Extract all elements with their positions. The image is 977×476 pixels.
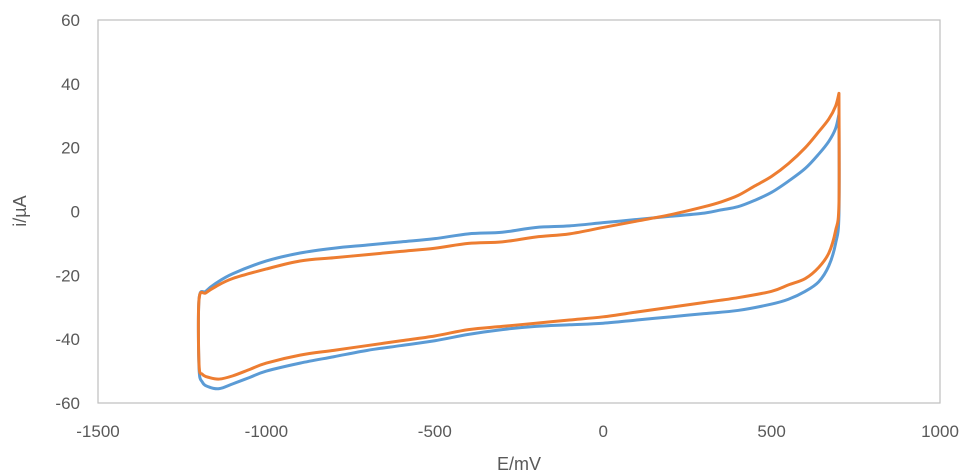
x-tick-label: -1000 (245, 422, 288, 441)
y-tick-label: -20 (55, 266, 80, 285)
plot-area-frame (97, 19, 941, 404)
x-tick-label: -500 (418, 422, 452, 441)
y-tick-label: 0 (71, 203, 80, 222)
y-tick-label: 40 (61, 75, 80, 94)
x-tick-label: 1000 (921, 422, 959, 441)
y-tick-label: -40 (55, 330, 80, 349)
x-axis-title: E/mV (497, 454, 541, 474)
y-tick-label: 60 (61, 11, 80, 30)
x-tick-label: 500 (757, 422, 785, 441)
y-tick-label: -60 (55, 394, 80, 413)
series-line-2 (196, 91, 841, 381)
x-tick-label: -1500 (76, 422, 119, 441)
y-axis-title: i/µA (10, 195, 30, 226)
y-axis-tick-labels: -60 -40 -20 0 20 40 60 (55, 11, 80, 413)
x-axis-tick-labels: -1500 -1000 -500 0 500 1000 (76, 422, 959, 441)
x-tick-label: 0 (598, 422, 607, 441)
y-tick-label: 20 (61, 139, 80, 158)
series-group (196, 91, 841, 391)
